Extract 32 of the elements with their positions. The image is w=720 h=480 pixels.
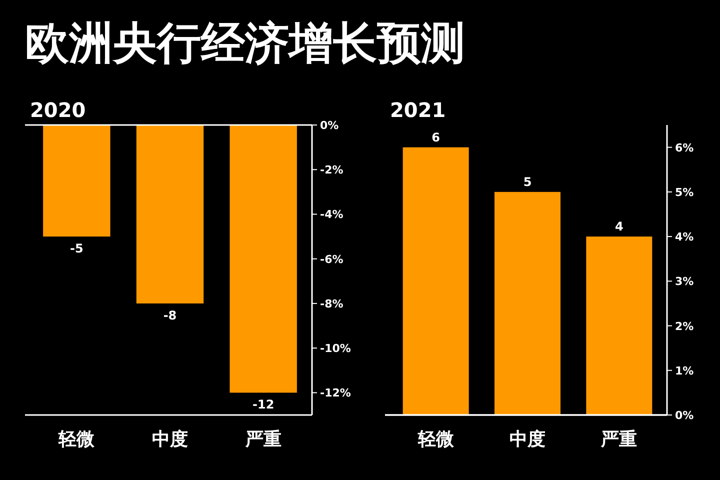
x-tick-label: 严重 [600, 429, 638, 450]
y-tick-label: -10% [320, 342, 351, 356]
data-label: -5 [70, 242, 84, 256]
bar [586, 236, 652, 415]
chart-title: 2021 [390, 98, 446, 122]
y-tick-label: 1% [675, 364, 694, 378]
data-label: 6 [432, 130, 440, 144]
y-tick-label: 0% [320, 119, 339, 132]
x-tick-label: 轻微 [58, 429, 96, 450]
y-tick-label: 2% [675, 320, 694, 333]
y-tick-label: -12% [320, 386, 351, 400]
data-label: 5 [523, 174, 532, 189]
y-tick-label: -6% [320, 252, 344, 266]
chart-title: 2020 [30, 98, 86, 122]
x-tick-label: 轻微 [416, 429, 455, 450]
data-label: 4 [614, 220, 624, 234]
bar [402, 147, 469, 415]
y-tick-label: 6% [675, 141, 694, 154]
bar [494, 192, 560, 415]
y-tick-label: 4% [675, 230, 694, 244]
y-tick-label: -4% [320, 208, 344, 222]
y-tick-label: 3% [675, 275, 694, 288]
y-tick-label: -8% [320, 297, 344, 310]
x-tick-label: 中度 [152, 429, 188, 450]
x-tick-label: 严重 [244, 429, 282, 450]
data-label: -8 [163, 308, 177, 322]
x-tick-label: 中度 [510, 429, 546, 450]
y-tick-label: 0% [675, 409, 694, 422]
y-tick-label: -2% [320, 164, 344, 177]
text: 欧洲央行经济增长预测 [25, 18, 465, 69]
data-label: -12 [252, 398, 274, 412]
y-tick-label: 5% [675, 186, 694, 199]
